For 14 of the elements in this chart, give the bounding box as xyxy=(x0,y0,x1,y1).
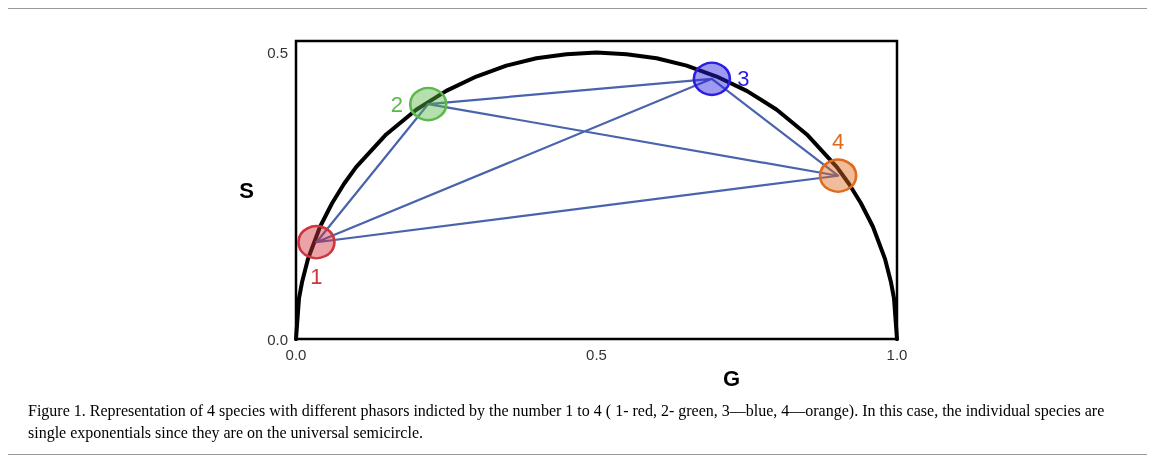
point xyxy=(297,224,336,260)
series-label: 1 xyxy=(310,263,323,289)
point xyxy=(818,158,858,193)
x-tick-label: 0.0 xyxy=(285,346,307,364)
x-tick-label: 0.5 xyxy=(586,346,607,364)
point xyxy=(692,61,732,97)
x-tick-label: 1.0 xyxy=(886,346,908,364)
series-label: 3 xyxy=(737,66,750,92)
y-axis-title: S xyxy=(239,177,254,203)
caption: Figure 1. Representation of 4 species with different phasors indicted by the number 1 to 4 ( 1- red, 2- green, 3—blue, 4—orange). In this case, the individual species are single exponentials since they are on the universal semicircle. xyxy=(28,401,1106,444)
series-label: 2 xyxy=(390,91,403,117)
series-label: 4 xyxy=(831,129,845,155)
x-axis-title: G xyxy=(722,365,741,391)
point xyxy=(409,86,448,122)
